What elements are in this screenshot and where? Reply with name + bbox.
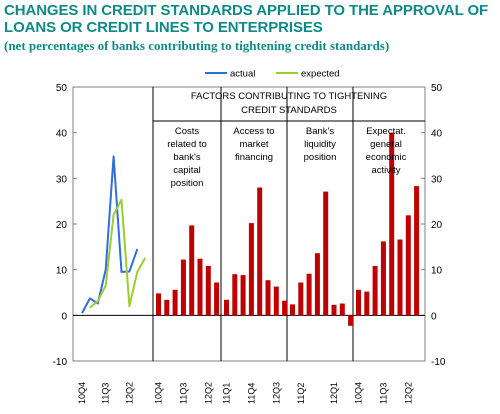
x-tick-label: 12Q3 xyxy=(271,382,281,404)
panel-label-1: bank's xyxy=(173,152,200,163)
factors-title-line-2: CREDIT STANDARDS xyxy=(241,105,337,116)
y-tick-label-right: 50 xyxy=(431,83,443,94)
panel-label-2: market xyxy=(239,139,268,150)
bar-1-3 xyxy=(172,289,178,316)
y-tick-label-left: 0 xyxy=(61,311,67,322)
x-tick-label: 12Q2 xyxy=(124,382,134,404)
x-tick-label: 12Q2 xyxy=(203,382,213,404)
bar-2-5 xyxy=(257,187,263,316)
bar-1-1 xyxy=(156,293,161,316)
y-tick-label-right: 0 xyxy=(431,311,437,322)
bar-4-3 xyxy=(372,266,378,316)
y-tick-label-right: -10 xyxy=(431,357,446,368)
x-tick-label: 11Q4 xyxy=(246,383,256,404)
bar-4-5 xyxy=(389,132,395,316)
bar-3-1 xyxy=(290,304,295,316)
x-tick-label: 11Q3 xyxy=(378,383,388,404)
bar-3-7 xyxy=(339,303,345,316)
y-tick-label-right: 40 xyxy=(431,129,443,140)
panel-label-4: general xyxy=(370,139,402,150)
bar-4-4 xyxy=(380,241,386,316)
y-tick-label-left: 50 xyxy=(56,83,68,94)
bar-2-6 xyxy=(265,280,271,316)
bar-4-6 xyxy=(397,239,403,316)
legend-label-expected: expected xyxy=(301,69,340,80)
x-tick-label: 10Q4 xyxy=(354,382,364,404)
bar-4-7 xyxy=(405,215,411,316)
panel-label-1: related to xyxy=(167,139,207,150)
bar-1-6 xyxy=(197,258,203,316)
y-tick-label-left: 30 xyxy=(56,174,68,185)
factors-title-line-1: FACTORS CONTRIBUTING TO TIGHTENING xyxy=(191,91,387,102)
legend-label-actual: actual xyxy=(230,69,255,80)
y-tick-label-left: -10 xyxy=(53,357,68,368)
panel-label-2: financing xyxy=(235,152,273,163)
bar-3-3 xyxy=(306,273,312,316)
panel-label-1: capital xyxy=(173,165,200,176)
bar-3-6 xyxy=(331,304,337,316)
x-tick-label: 12Q1 xyxy=(329,382,339,404)
x-tick-label: 11Q2 xyxy=(296,383,306,404)
chart-area: -10 -10 0 0 10 10 20 20 30 30 40 40 50 50 FACTORS CONT… xyxy=(0,56,500,409)
y-tick-label-left: 40 xyxy=(56,129,68,140)
bar-2-7 xyxy=(273,286,279,316)
panel-label-3: Bank's xyxy=(306,126,334,137)
bar-2-4 xyxy=(248,223,254,316)
panel-label-3: position xyxy=(304,152,337,163)
series-line-expected xyxy=(89,198,147,309)
panel-label-4: economic xyxy=(366,152,407,163)
bar-2-1 xyxy=(224,299,229,316)
bar-2-2 xyxy=(232,274,238,316)
x-tick-label: 10Q4 xyxy=(77,382,87,404)
y-tick-label-left: 10 xyxy=(56,266,68,277)
bar-3-8 xyxy=(348,315,354,326)
bar-4-2 xyxy=(364,291,370,316)
x-tick-label: 11Q1 xyxy=(222,383,232,404)
y-tick-label-right: 30 xyxy=(431,174,443,185)
panel-label-3: liquidity xyxy=(304,139,336,150)
panel-label-2: Access to xyxy=(233,126,274,137)
bar-2-3 xyxy=(240,275,246,316)
panel-label-1: Costs xyxy=(175,126,200,137)
bar-3-4 xyxy=(314,253,320,316)
bar-1-2 xyxy=(164,299,170,316)
bar-1-4 xyxy=(180,259,186,316)
bar-3-2 xyxy=(298,282,304,316)
y-tick-label-left: 20 xyxy=(56,220,68,231)
x-tick-label: 11Q3 xyxy=(178,383,188,404)
bar-1-5 xyxy=(189,225,195,316)
x-tick-label: 11Q3 xyxy=(101,383,111,404)
series-line-actual xyxy=(81,155,139,314)
panel-label-4: activity xyxy=(371,165,400,176)
x-tick-label: 10Q4 xyxy=(154,382,164,404)
bar-4-8 xyxy=(414,186,420,316)
bar-1-7 xyxy=(205,266,211,316)
panel-label-4: Expectat. xyxy=(366,126,406,137)
chart-title: CHANGES IN CREDIT STANDARDS APPLIED TO T… xyxy=(4,2,489,36)
y-tick-label-right: 20 xyxy=(431,220,443,231)
panel-label-1: position xyxy=(171,178,204,189)
bar-3-5 xyxy=(323,191,329,316)
bar-2-8 xyxy=(282,300,288,316)
chart-subtitle: (net percentages of banks contributing t… xyxy=(4,38,390,53)
bar-4-1 xyxy=(356,289,361,316)
y-tick-label-right: 10 xyxy=(431,266,443,277)
chart-svg: -10 -10 0 0 10 10 20 20 30 30 40 40 50 50 FACTORS CONT… xyxy=(53,69,446,405)
x-tick-label: 12Q2 xyxy=(403,382,413,404)
bar-1-8 xyxy=(214,282,220,316)
